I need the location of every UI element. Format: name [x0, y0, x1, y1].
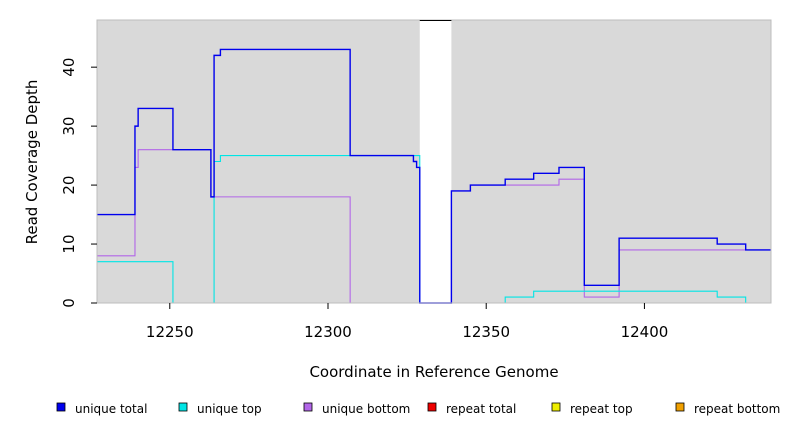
y-axis-title: Read Coverage Depth — [23, 80, 41, 245]
x-axis-title: Coordinate in Reference Genome — [309, 363, 558, 381]
gap-region — [419, 20, 452, 303]
legend: unique total unique top unique bottom repea… — [56, 402, 780, 416]
legend-swatch — [56, 402, 66, 412]
y-tick-label: 40 — [60, 58, 78, 77]
y-tick-label: 0 — [60, 298, 78, 308]
y-axis: 0 10 20 30 40 — [60, 58, 97, 308]
legend-swatch — [675, 402, 685, 412]
legend-label: repeat total — [446, 402, 516, 416]
y-tick-label: 10 — [60, 234, 78, 253]
legend-label: unique top — [197, 402, 262, 416]
legend-swatch — [303, 402, 313, 412]
legend-label: unique bottom — [322, 402, 410, 416]
legend-swatch — [427, 402, 437, 412]
y-tick-label: 30 — [60, 117, 78, 136]
x-tick-label: 12250 — [146, 323, 194, 341]
legend-label: repeat bottom — [694, 402, 780, 416]
x-tick-label: 12400 — [621, 323, 669, 341]
legend-swatch — [178, 402, 188, 412]
x-axis: 12250 12300 12350 12400 — [146, 303, 668, 341]
y-tick-label: 20 — [60, 176, 78, 195]
legend-label: unique total — [75, 402, 147, 416]
x-tick-label: 12300 — [304, 323, 352, 341]
legend-swatch — [551, 402, 561, 412]
legend-label: repeat top — [570, 402, 633, 416]
x-tick-label: 12350 — [462, 323, 510, 341]
series-line-unique-total — [97, 48, 771, 304]
